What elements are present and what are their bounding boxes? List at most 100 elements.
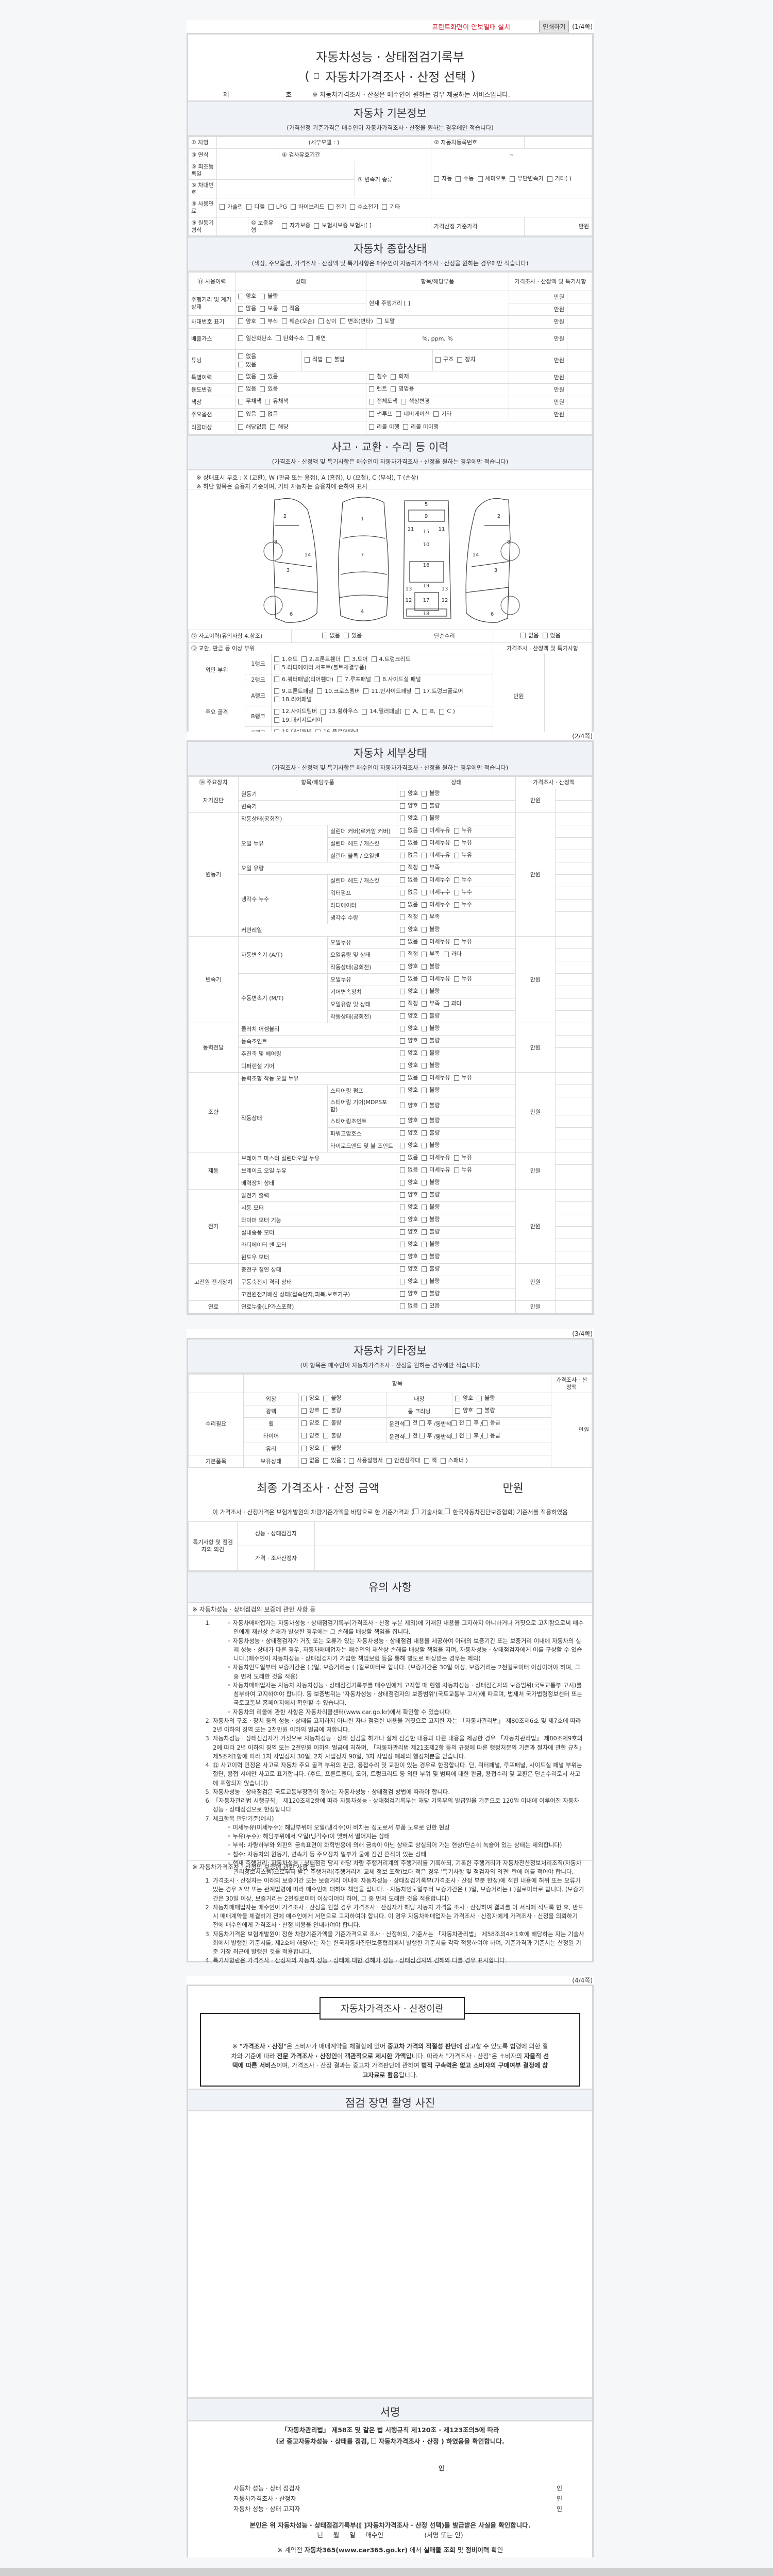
price-field[interactable] (555, 1060, 592, 1073)
price-field[interactable] (555, 961, 592, 974)
checkbox[interactable] (282, 223, 287, 229)
checkbox[interactable] (451, 1433, 457, 1439)
checkbox-option[interactable]: 양호 (400, 1049, 418, 1057)
checkbox[interactable] (321, 708, 326, 715)
checkbox-option[interactable]: 양호 (400, 1241, 418, 1248)
remark-cell[interactable] (567, 328, 592, 350)
checkbox[interactable] (453, 939, 459, 945)
checkbox[interactable] (400, 902, 405, 908)
remark-cell[interactable] (567, 291, 592, 303)
checkbox[interactable] (453, 827, 459, 834)
checkbox-option[interactable]: A, (405, 708, 418, 715)
checkbox-option[interactable]: 양호 (400, 1204, 418, 1211)
checkbox[interactable] (268, 204, 274, 210)
checkbox-option[interactable]: 없음 (238, 385, 256, 393)
checkbox[interactable] (401, 398, 407, 404)
checkbox-option[interactable]: 불량 (323, 1419, 342, 1427)
checkbox-option[interactable]: 미세누유 (422, 1154, 450, 1161)
checkbox[interactable] (422, 877, 427, 883)
checkbox-option[interactable]: 불량 (422, 1228, 440, 1235)
final-price-unit[interactable]: 만원 (502, 1482, 524, 1495)
checkbox[interactable] (301, 1433, 307, 1439)
checkbox[interactable] (422, 815, 427, 821)
checkbox[interactable] (419, 1433, 425, 1439)
checkbox[interactable] (275, 335, 281, 342)
checkbox[interactable] (260, 374, 265, 380)
checkbox[interactable] (400, 1216, 405, 1223)
checkbox[interactable] (281, 318, 287, 325)
price-unit[interactable]: 만원 (509, 396, 567, 409)
checkbox-option[interactable]: 잭 (424, 1457, 437, 1464)
checkbox[interactable] (453, 1075, 459, 1081)
checkbox[interactable] (382, 204, 388, 210)
price-unit[interactable]: 만원 (509, 349, 567, 371)
checkbox-option[interactable]: 불량 (422, 1241, 440, 1248)
checkbox[interactable] (322, 633, 327, 639)
price-field[interactable] (555, 812, 592, 825)
checkbox[interactable] (301, 656, 307, 663)
checkbox[interactable] (433, 411, 439, 417)
checkbox-option[interactable]: 없음 (400, 827, 418, 834)
checkbox-option[interactable]: 없음 (322, 632, 340, 639)
price-field[interactable] (555, 1214, 592, 1227)
checkbox-option[interactable]: 스패너 ) (440, 1457, 468, 1464)
checkbox[interactable] (323, 1445, 329, 1451)
price-field[interactable] (555, 862, 592, 875)
checkbox-option[interactable]: 있음 (422, 1302, 440, 1310)
checkbox-option[interactable]: 양호 (301, 1445, 320, 1452)
checkbox-option[interactable]: 불량 (422, 1117, 440, 1124)
price-unit[interactable]: 만원 (515, 788, 556, 813)
price-unit[interactable]: 만원 (515, 1152, 556, 1190)
checkbox[interactable] (422, 1303, 427, 1309)
checkbox-option[interactable]: 미세누수 (422, 876, 450, 884)
seal-mark[interactable]: 인 (556, 2505, 562, 2513)
checkbox-option[interactable]: 많음 (238, 305, 256, 312)
remark-cell[interactable] (567, 349, 592, 371)
checkbox[interactable] (400, 1179, 405, 1185)
checkbox[interactable] (274, 688, 279, 694)
checkbox-option[interactable]: 미세누유 (422, 827, 450, 834)
checkbox[interactable] (457, 357, 463, 363)
checkbox[interactable] (422, 988, 427, 994)
remark-cell[interactable] (567, 371, 592, 384)
checkbox[interactable] (542, 633, 548, 639)
checkbox[interactable] (400, 790, 405, 796)
checkbox[interactable] (422, 1167, 427, 1173)
vin-field[interactable] (216, 179, 355, 198)
checkbox[interactable] (445, 1509, 450, 1514)
checkbox[interactable] (371, 656, 377, 663)
checkbox[interactable] (260, 411, 265, 417)
price-field[interactable] (555, 1152, 592, 1165)
checkbox[interactable] (422, 1025, 427, 1031)
checkbox-option[interactable]: 없음 (260, 411, 278, 418)
checkbox-option[interactable]: 불량 (323, 1445, 342, 1452)
checkbox[interactable] (453, 852, 459, 858)
checkbox[interactable] (422, 902, 427, 908)
price-field[interactable] (555, 1201, 592, 1214)
price-field[interactable] (555, 850, 592, 862)
checkbox-option[interactable]: 전기 (328, 204, 346, 211)
checkbox-option[interactable]: 미세누유 (422, 1166, 450, 1174)
checkbox[interactable] (400, 1103, 405, 1109)
checkbox-option[interactable]: 후 (465, 1419, 479, 1427)
checkbox-option[interactable]: 누유 (453, 1166, 472, 1174)
checkbox-option[interactable]: 누유 (453, 1074, 472, 1081)
checkbox-option[interactable]: 불량 (477, 1407, 495, 1414)
checkbox[interactable] (238, 318, 243, 325)
checkbox-option[interactable]: 훼손(오손) (281, 318, 315, 325)
checkbox-option[interactable]: 누수 (453, 876, 472, 884)
checkbox[interactable] (422, 951, 427, 957)
checkbox[interactable] (301, 1445, 307, 1451)
checkbox-option[interactable]: 후 (419, 1419, 432, 1427)
checkbox-option[interactable]: 무단변속기 (510, 175, 544, 182)
checkbox-option[interactable]: 불량 (422, 1179, 440, 1186)
checkbox-option[interactable]: 불량 (422, 988, 440, 995)
price-field[interactable] (555, 899, 592, 912)
checkbox[interactable] (422, 852, 427, 858)
checkbox[interactable] (323, 1420, 329, 1426)
checkbox-option[interactable]: 3.도어 (344, 656, 368, 663)
checkbox-option[interactable]: 양호 (400, 988, 418, 995)
checkbox[interactable] (424, 1458, 429, 1464)
price-field[interactable] (555, 1276, 592, 1289)
checkbox[interactable] (318, 318, 324, 325)
